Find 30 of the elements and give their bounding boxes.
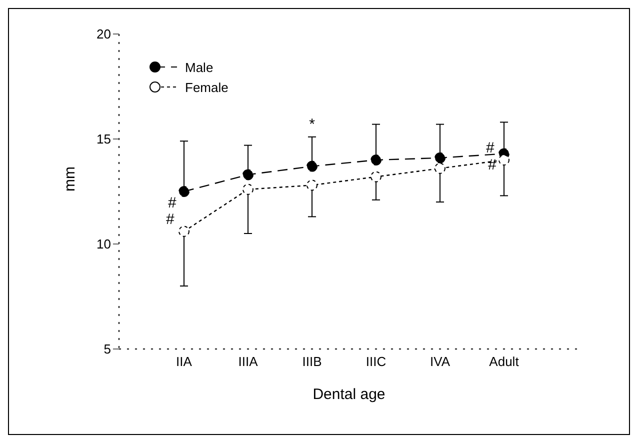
x-axis-title: Dental age [312,386,386,403]
annotation: # [166,211,175,228]
point [370,154,382,166]
y-tick-label: 15 [96,132,111,147]
legend-label: Male [185,60,214,74]
x-tick-label: IVA [430,354,450,370]
point [242,184,254,195]
y-tick-label: 20 [96,26,111,42]
point [306,160,318,172]
x-tick-label: IIIB [302,354,322,370]
point [498,154,510,166]
point [178,186,190,197]
annotation: * [309,116,316,133]
legend-label: Female [185,80,228,94]
point [434,162,446,174]
point [242,169,254,180]
annotation: # [488,156,497,174]
x-tick-label: IIIA [238,354,258,370]
annotation: # [486,140,495,157]
annotation: # [168,194,177,212]
y-axis-title: mm [61,166,78,192]
point [306,180,318,191]
y-tick-label: 5 [104,342,111,357]
point [434,152,446,164]
x-tick-label: IIIC [366,354,386,370]
x-tick-label: IIA [176,354,192,370]
x-tick-label: Adult [489,354,520,370]
point [178,226,190,237]
point [370,171,382,182]
y-tick-label: 10 [96,236,111,252]
